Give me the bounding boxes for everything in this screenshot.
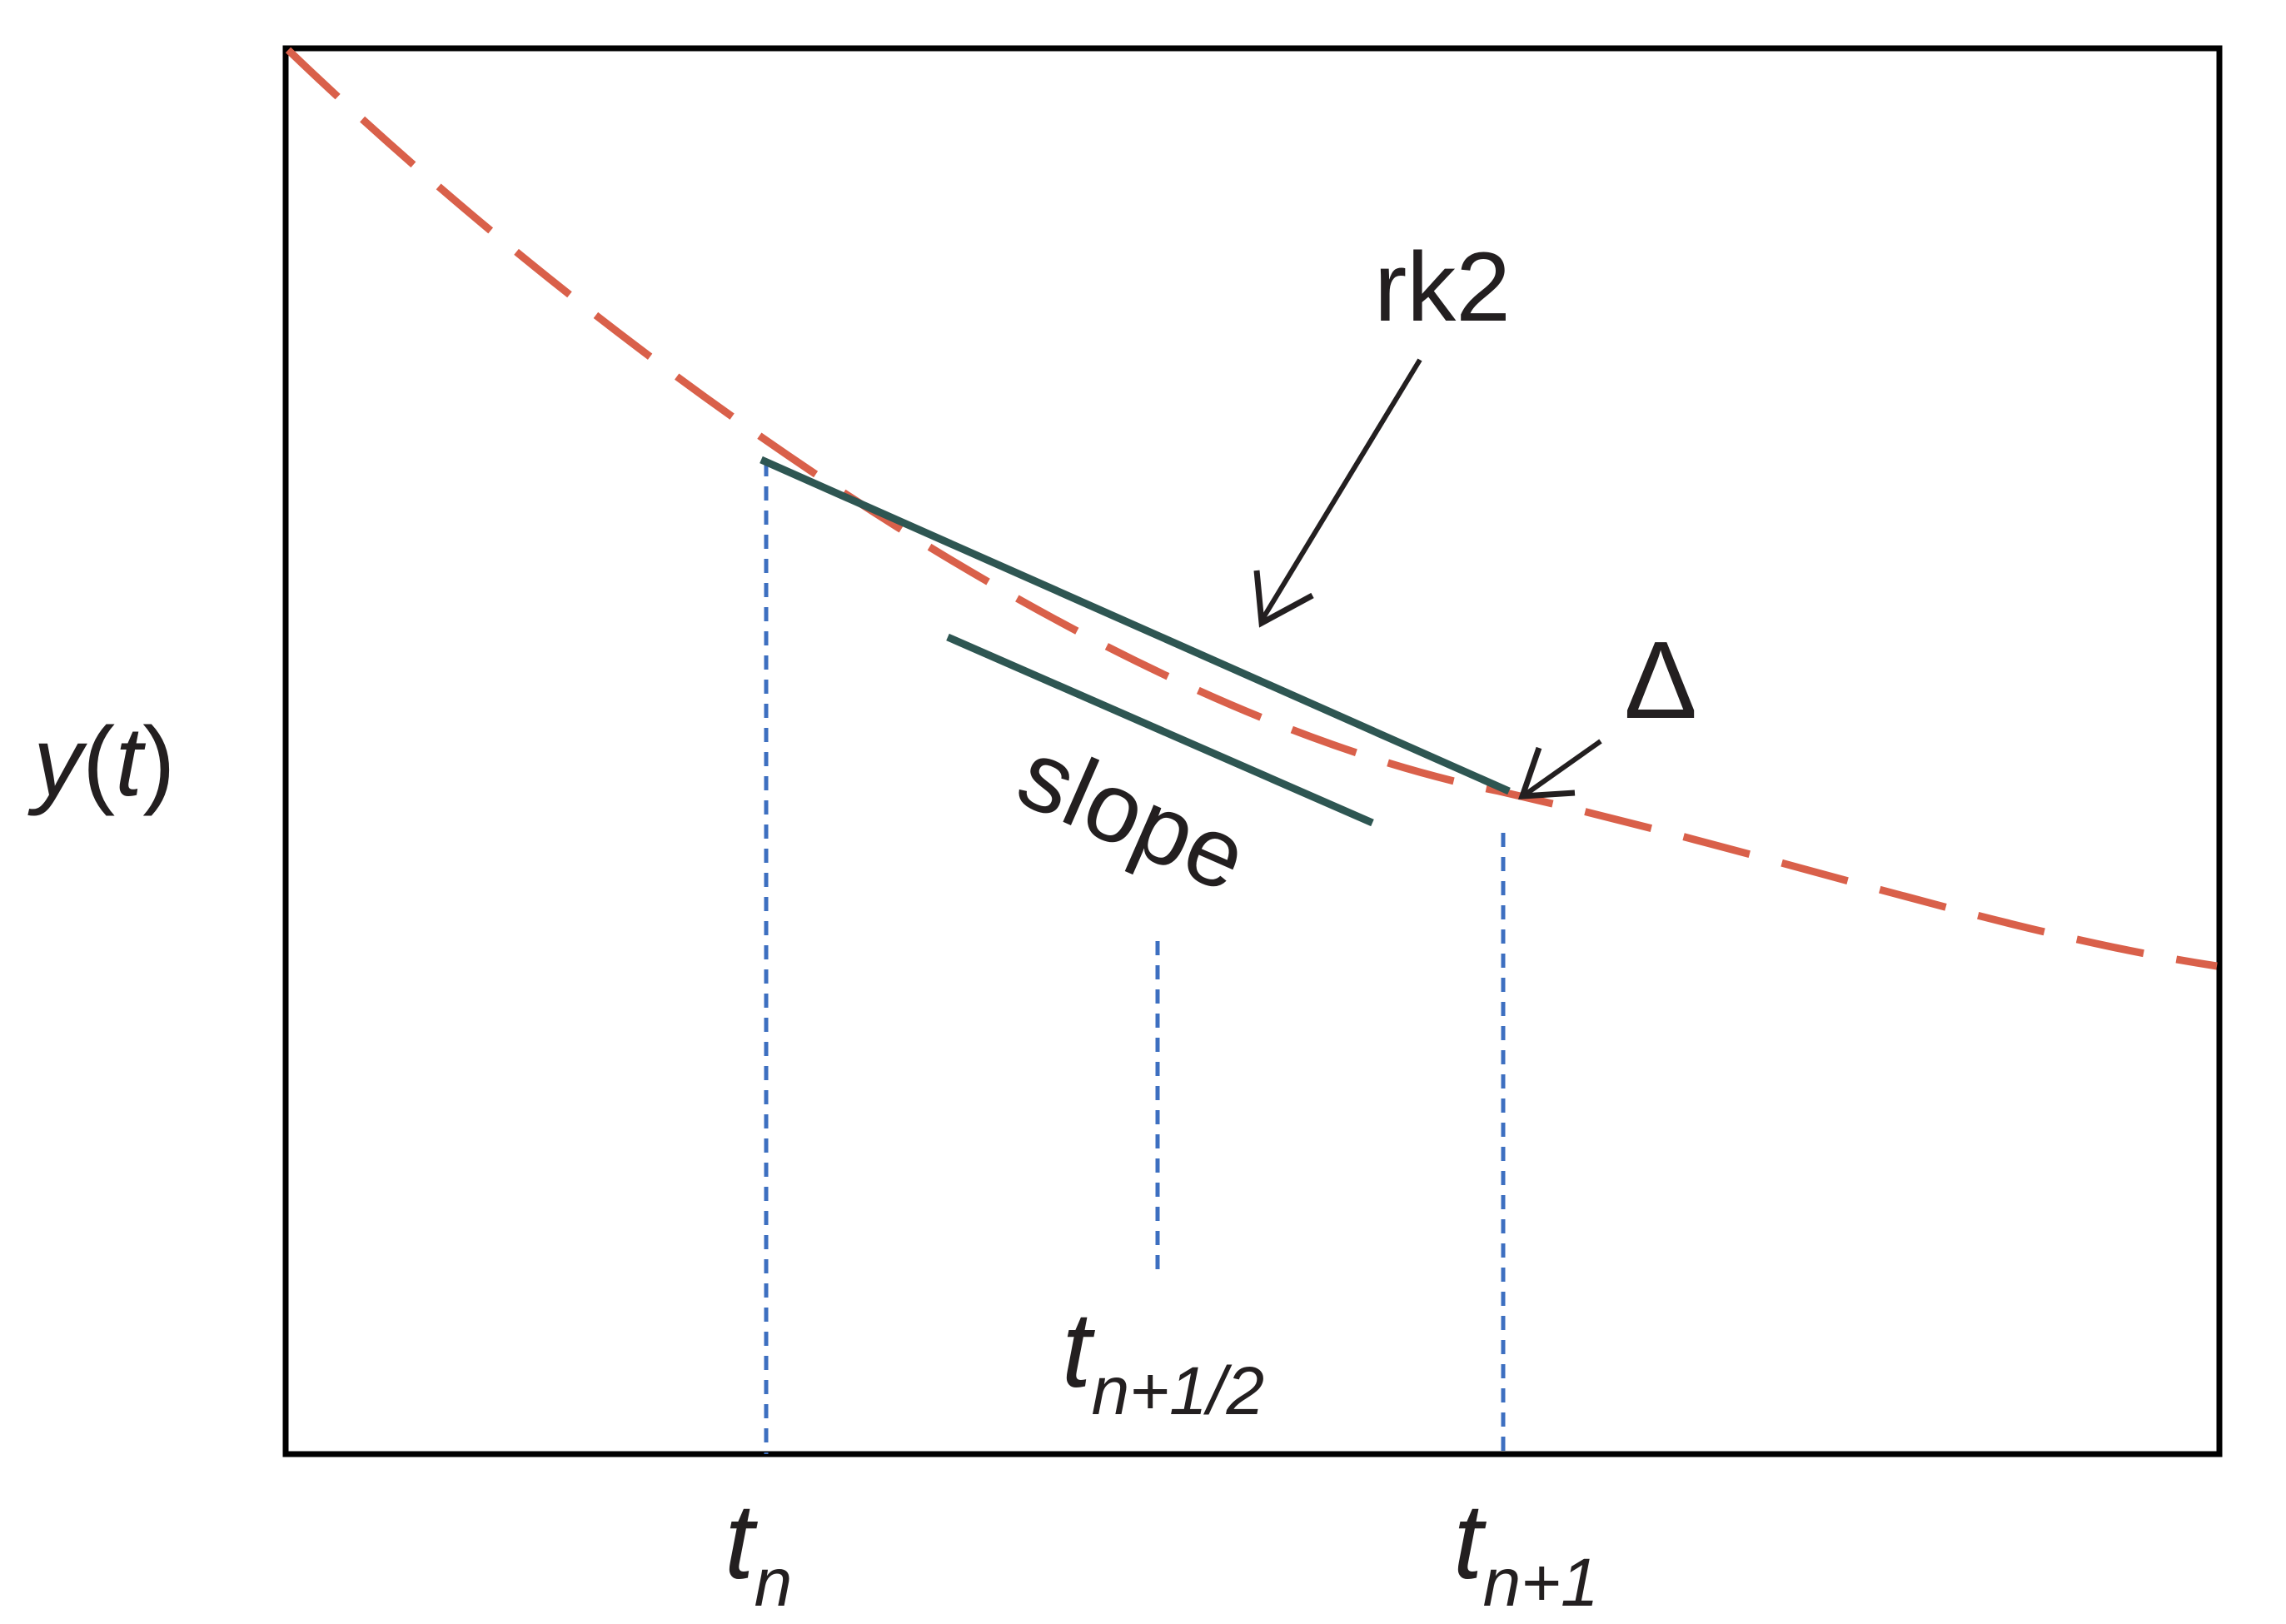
delta-label: Δ: [1624, 619, 1697, 741]
tick-label-tn: tn: [725, 1482, 792, 1621]
slope-label: slope: [1004, 719, 1263, 914]
y-axis-label: y(t): [27, 707, 175, 817]
slope-line: [946, 633, 1374, 827]
rk2-step-line: [760, 456, 1511, 795]
solution-curve: [285, 47, 2218, 970]
plot-frame: [282, 45, 2223, 1457]
rk2-label: rk2: [1374, 232, 1511, 342]
rk2-arrow: [1253, 358, 1422, 628]
delta-arrow: [1517, 739, 1602, 800]
tick-label-tn-half: tn+1/2: [1062, 1291, 1264, 1429]
tick-label-tn-plus-1: tn+1: [1453, 1482, 1599, 1621]
